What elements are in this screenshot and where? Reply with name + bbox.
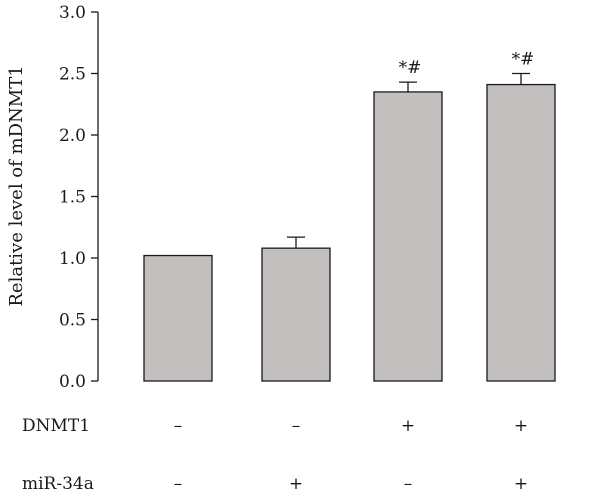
y-tick-label: 2.0 (59, 126, 86, 146)
y-axis: 0.0 0.5 1.0 1.5 2.0 2.5 3.0 (59, 3, 99, 392)
condition-sign: – (174, 474, 183, 494)
significance-annotation: *# (512, 50, 535, 70)
condition-sign: + (401, 416, 415, 436)
condition-table: DNMT1 – – + + miR-34a – + – + (22, 416, 528, 494)
condition-sign: – (292, 416, 301, 436)
bars (143, 72, 556, 382)
condition-sign: + (289, 474, 303, 494)
bar (261, 247, 331, 382)
condition-sign: + (514, 416, 528, 436)
significance-annotation: *# (399, 58, 422, 78)
condition-sign: + (514, 474, 528, 494)
y-tick-label: 0.5 (59, 311, 86, 331)
condition-label: miR-34a (22, 474, 94, 494)
y-tick-label: 0.0 (59, 372, 86, 392)
bar (486, 83, 556, 382)
condition-label: DNMT1 (22, 416, 90, 436)
bar (373, 91, 443, 382)
bar (143, 254, 213, 382)
y-axis-title: Relative level of mDNMT1 (6, 65, 27, 306)
y-tick-label: 1.0 (59, 249, 86, 269)
condition-sign: – (404, 474, 413, 494)
y-tick-label: 2.5 (59, 65, 86, 85)
y-tick-label: 3.0 (59, 3, 86, 23)
condition-sign: – (174, 416, 183, 436)
bar-annotations: *# *# (399, 50, 535, 79)
y-tick-label: 1.5 (59, 188, 86, 208)
